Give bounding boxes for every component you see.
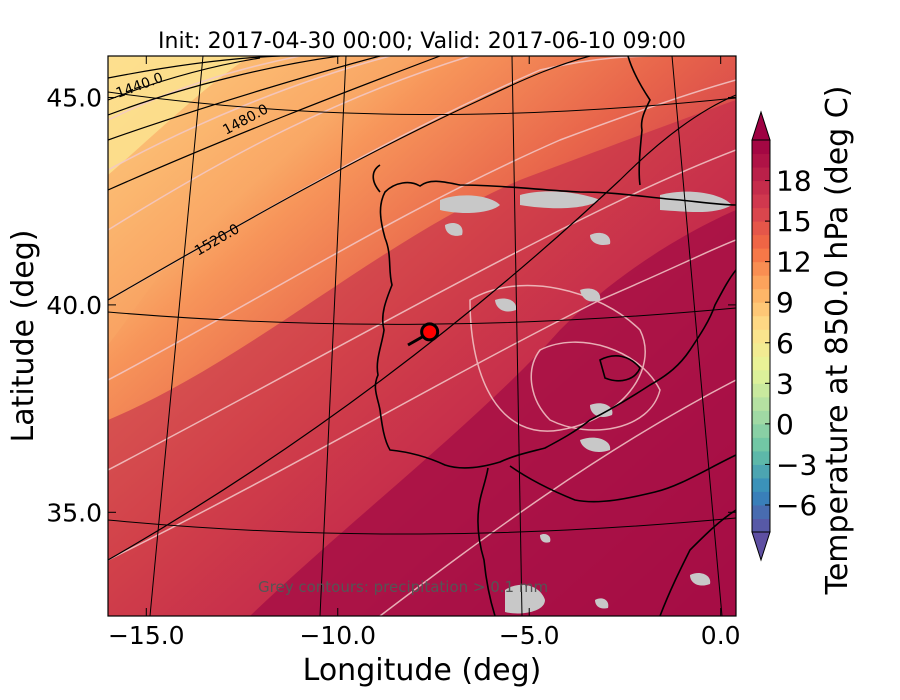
precipitation-patches xyxy=(440,191,732,614)
colorbar-segment xyxy=(752,153,770,168)
colorbar-segment xyxy=(752,329,770,344)
y-tick-label: 40.0 xyxy=(46,291,102,320)
colorbar-segment xyxy=(752,302,770,317)
colorbar-segment xyxy=(752,369,770,384)
colorbar-segment xyxy=(752,342,770,357)
colorbar-segment xyxy=(752,248,770,263)
y-axis-label: Latitude (deg) xyxy=(6,230,41,443)
colorbar-tick-label: 9 xyxy=(776,286,794,319)
x-tick-label: −5.0 xyxy=(499,621,560,650)
colorbar-segment xyxy=(752,410,770,425)
location-marker xyxy=(420,322,440,342)
x-tick-label: −15.0 xyxy=(108,621,185,650)
colorbar-segment xyxy=(752,356,770,371)
colorbar-segment xyxy=(752,207,770,222)
colorbar-tick-label: 6 xyxy=(776,327,794,360)
colorbar-segment xyxy=(752,167,770,182)
colorbar-segment xyxy=(752,180,770,195)
colorbar-tick-label: 0 xyxy=(776,408,794,441)
colorbar: −6 −3 0 3 6 9 12 15 18 xyxy=(751,110,817,562)
colorbar-segment xyxy=(752,396,770,411)
colorbar-segment xyxy=(752,315,770,330)
colorbar-segment xyxy=(752,221,770,236)
colorbar-segment xyxy=(752,423,770,438)
colorbar-tick-label: −6 xyxy=(776,489,817,522)
colorbar-tick-label: −3 xyxy=(776,448,817,481)
precipitation-note: Grey contours: precipitation > 0.1 mm xyxy=(258,578,548,596)
colorbar-segment xyxy=(752,477,770,492)
coastlines xyxy=(372,56,736,616)
colorbar-segment xyxy=(752,518,770,533)
chart-title: Init: 2017-04-30 00:00; Valid: 2017-06-1… xyxy=(158,29,686,54)
height-contours xyxy=(108,56,736,561)
colorbar-segment xyxy=(752,194,770,209)
colorbar-segment xyxy=(752,450,770,465)
colorbar-segment xyxy=(752,383,770,398)
colorbar-segment xyxy=(752,234,770,249)
colorbar-tick-label: 18 xyxy=(776,165,812,198)
colorbar-segment xyxy=(752,288,770,303)
colorbar-label: Temperature at 850.0 hPa (deg C) xyxy=(820,86,855,596)
y-tick-label: 35.0 xyxy=(46,498,102,527)
colorbar-frame xyxy=(751,139,771,533)
temperature-band-hot xyxy=(250,210,736,616)
y-tick-label: 45.0 xyxy=(46,83,102,112)
colorbar-extend-max xyxy=(751,110,771,141)
x-axis: −15.0 −10.0 −5.0 0.0 xyxy=(108,56,741,650)
x-axis-label: Longitude (deg) xyxy=(303,653,542,688)
colorbar-segment xyxy=(752,437,770,452)
x-tick-label: 0.0 xyxy=(701,621,741,650)
temperature-band-cool xyxy=(108,56,420,345)
colorbar-segment xyxy=(752,261,770,276)
map-grid xyxy=(108,56,736,616)
colorbar-tick-label: 3 xyxy=(776,367,794,400)
colorbar-tick-label: 12 xyxy=(776,246,812,279)
temperature-isolines xyxy=(108,56,736,616)
colorbar-tick-label: 15 xyxy=(776,205,812,238)
colorbar-segment xyxy=(752,491,770,506)
plot-frame xyxy=(107,55,737,617)
colorbar-segment xyxy=(752,140,770,155)
colorbar-segment xyxy=(752,504,770,519)
colorbar-extend-min xyxy=(751,531,771,562)
x-tick-label: −10.0 xyxy=(299,621,376,650)
colorbar-segment xyxy=(752,464,770,479)
plot-area: 1440.0 1480.0 1520.0 Grey contours: prec… xyxy=(108,56,736,616)
y-axis: 35.0 40.0 45.0 xyxy=(46,83,736,527)
temperature-band-cold xyxy=(108,56,250,175)
colorbar-segment xyxy=(752,275,770,290)
